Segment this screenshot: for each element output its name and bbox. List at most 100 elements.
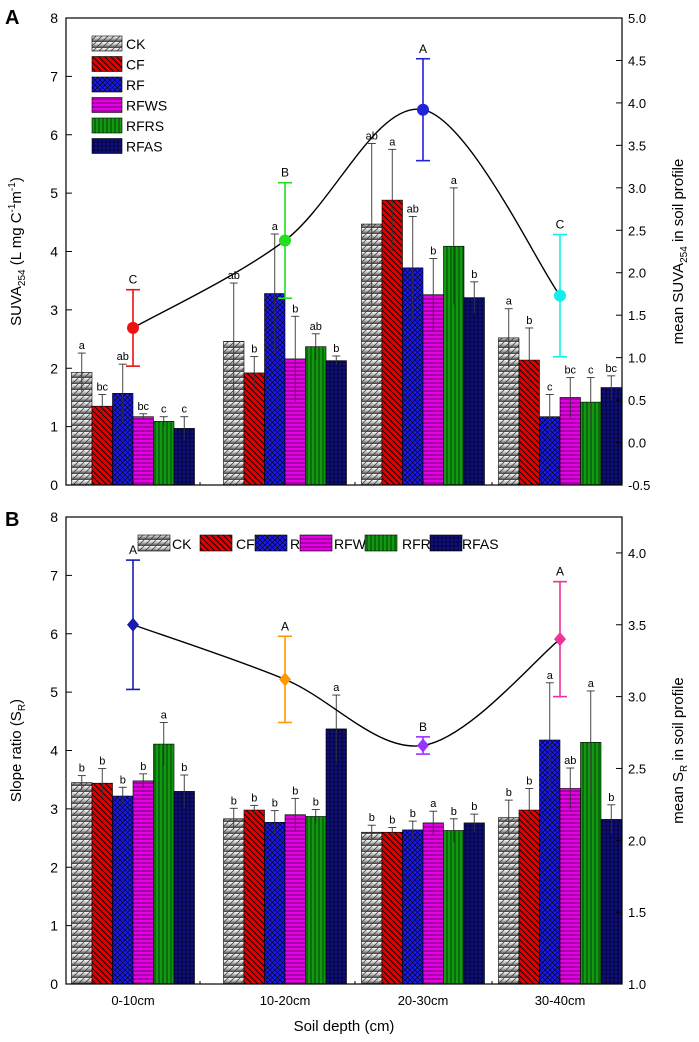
mean-point <box>127 617 139 632</box>
bar-significance-label: b <box>272 798 278 810</box>
y-right-tick-label: 4.5 <box>628 53 646 68</box>
y-tick-label: 3 <box>50 801 58 817</box>
bar-RFWS <box>559 788 581 985</box>
y-right-tick-label: 2.5 <box>628 223 646 238</box>
panel-A: AaabababcbababaabcbcbbbccabaccbbbcCBAC01… <box>5 7 690 493</box>
mean-point <box>554 289 566 302</box>
y-right-tick-label: 3.0 <box>628 181 646 196</box>
y-axis-label: Slope ratio (SR) <box>8 699 28 802</box>
legend-label-RFWS: RFWS <box>126 98 167 114</box>
bar-CF <box>91 782 113 985</box>
bar-RFWS <box>132 416 154 486</box>
y-tick-label: 1 <box>50 918 58 934</box>
y-right-tick-label: 1.5 <box>628 308 646 323</box>
bar-significance-label: a <box>506 296 513 308</box>
mean-significance-label: B <box>281 166 289 180</box>
bar-RFRS <box>153 421 175 486</box>
y-tick-label: 7 <box>50 68 58 84</box>
y-axis-label: SUVA254 (L mg C-1m-1) <box>7 177 28 326</box>
legend-label-RFRS: RFRS <box>126 118 164 134</box>
bar-significance-label: b <box>231 795 237 807</box>
bar-significance-label: c <box>182 404 188 416</box>
bar-significance-label: b <box>313 796 319 808</box>
bar-significance-label: ab <box>117 351 129 363</box>
bar-significance-label: b <box>120 774 126 786</box>
bar-significance-label: c <box>547 382 553 394</box>
bar-RFWS <box>132 780 154 985</box>
legend-swatch-RFWS <box>299 534 333 552</box>
mean-significance-label: A <box>281 619 289 633</box>
x-tick-label: 10-20cm <box>260 993 311 1008</box>
legend-swatch-CK <box>91 35 123 52</box>
y-tick-label: 4 <box>50 743 58 759</box>
y-right-tick-label: -0.5 <box>628 478 650 493</box>
y-tick-label: 3 <box>50 302 58 318</box>
bar-significance-label: ab <box>310 321 322 333</box>
bar-significance-label: b <box>526 315 532 327</box>
y-tick-label: 1 <box>50 419 58 435</box>
legend-label-CK: CK <box>172 536 192 552</box>
mean-significance-label: B <box>419 720 427 734</box>
y-right-tick-label: 0.0 <box>628 436 646 451</box>
bar-significance-label: a <box>547 670 554 682</box>
legend-swatch-CK <box>137 534 171 552</box>
mean-significance-label: A <box>556 565 564 579</box>
bar-significance-label: a <box>588 678 595 690</box>
bar-CK <box>498 817 520 985</box>
legend-swatch-RF <box>91 76 123 93</box>
bar-significance-label: a <box>272 221 279 233</box>
bar-significance-label: a <box>79 340 86 352</box>
bar-significance-label: b <box>608 792 614 804</box>
mean-curve <box>132 108 561 329</box>
mean-curve <box>132 624 561 747</box>
bar-significance-label: b <box>99 756 105 768</box>
bar-significance-label: b <box>389 815 395 827</box>
mean-significance-label: A <box>129 543 137 557</box>
legend-swatch-RFRS <box>364 534 398 552</box>
bar-CF <box>518 809 540 985</box>
y-right-tick-label: 2.0 <box>628 266 646 281</box>
bar-RFRS <box>153 743 175 985</box>
bar-RFAS <box>463 297 485 486</box>
mean-point <box>279 672 291 687</box>
bar-CF <box>243 809 265 985</box>
bar-CK <box>361 831 383 985</box>
y-right-axis-label: mean SUVA254 in soil profile <box>670 159 690 345</box>
mean-point <box>279 234 291 247</box>
bar-significance-label: c <box>588 365 594 377</box>
y-right-axis-label: mean SR in soil profile <box>670 677 690 823</box>
mean-significance-label: A <box>419 42 427 56</box>
bar-CK <box>223 818 245 985</box>
y-right-tick-label: 4.0 <box>628 546 646 561</box>
panel-label: B <box>5 509 19 531</box>
bar-significance-label: bc <box>564 365 576 377</box>
bar-RFWS <box>284 814 306 985</box>
legend-label-RFAS: RFAS <box>462 536 499 552</box>
bar-significance-label: b <box>471 269 477 281</box>
bar-RF <box>402 829 424 985</box>
bar-significance-label: b <box>79 763 85 775</box>
y-right-tick-label: 4.0 <box>628 96 646 111</box>
y-right-tick-label: 5.0 <box>628 11 646 26</box>
y-tick-label: 6 <box>50 127 58 143</box>
bar-RFWS <box>422 822 444 985</box>
bar-significance-label: b <box>251 344 257 356</box>
bar-significance-label: b <box>333 343 339 355</box>
bar-CK <box>71 782 93 985</box>
bar-RF <box>112 795 134 985</box>
legend-label-RFAS: RFAS <box>126 139 163 155</box>
legend-swatch-RFWS <box>91 97 123 113</box>
y-right-tick-label: 1.0 <box>628 351 646 366</box>
y-right-tick-label: 2.5 <box>628 761 646 776</box>
legend-label-RF: RF <box>126 77 145 93</box>
y-tick-label: 0 <box>50 477 58 493</box>
bar-significance-label: b <box>506 787 512 799</box>
bar-RFRS <box>305 816 327 985</box>
y-right-tick-label: 3.0 <box>628 690 646 705</box>
legend-swatch-CF <box>91 56 123 72</box>
bar-significance-label: b <box>526 775 532 787</box>
y-tick-label: 2 <box>50 859 58 875</box>
bar-significance-label: a <box>451 175 458 187</box>
legend-label-CK: CK <box>126 36 146 52</box>
